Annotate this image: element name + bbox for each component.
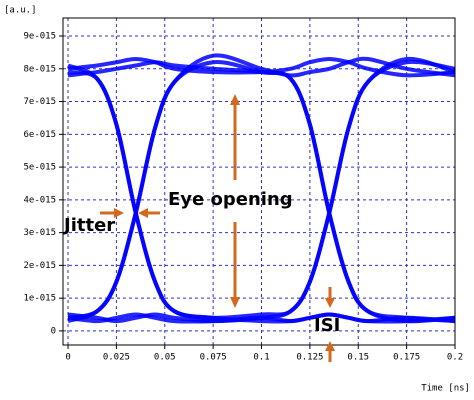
y-axis-label: [a.u.] bbox=[4, 6, 37, 16]
y-tick-label: 5e-015 bbox=[23, 163, 56, 173]
arrow-head bbox=[230, 94, 240, 105]
x-tick-label: 0.05 bbox=[154, 353, 176, 363]
y-tick-label: 6e-015 bbox=[23, 130, 56, 140]
arrow-head bbox=[138, 208, 148, 218]
annotation-eye-opening: Eye opening bbox=[168, 189, 293, 210]
x-tick-label: 0.2 bbox=[447, 353, 463, 363]
x-tick-label: 0.025 bbox=[103, 353, 130, 363]
y-tick-label: 1e-015 bbox=[23, 294, 56, 304]
annotation-isi: ISI bbox=[314, 315, 340, 336]
y-tick-label: 4e-015 bbox=[23, 195, 56, 205]
arrow-head bbox=[114, 208, 124, 218]
arrow-head bbox=[325, 298, 335, 308]
x-tick-label: 0.175 bbox=[393, 353, 420, 363]
y-tick-label: 8e-015 bbox=[23, 64, 56, 74]
y-tick-label: 7e-015 bbox=[23, 97, 56, 107]
annotations bbox=[100, 94, 335, 362]
arrow-head bbox=[325, 341, 335, 351]
x-tick-label: 0.125 bbox=[296, 353, 323, 363]
plot-area: 0 1e-015 2e-015 3e-015 4e-015 5e-015 6e-015 7e-… bbox=[23, 17, 463, 363]
y-tick-label: 0 bbox=[51, 326, 56, 336]
plot-border bbox=[62, 17, 456, 346]
x-tick-label: 0.15 bbox=[347, 353, 369, 363]
y-tick-label: 3e-015 bbox=[23, 228, 56, 238]
trace bbox=[67, 312, 456, 324]
x-tick-label: 0 bbox=[65, 353, 70, 363]
annotation-jitter: Jitter bbox=[62, 215, 115, 236]
y-tick-label: 9e-015 bbox=[23, 32, 56, 42]
trace bbox=[67, 60, 456, 324]
y-tick-label: 2e-015 bbox=[23, 261, 56, 271]
x-axis-label: Time [ns] bbox=[421, 384, 470, 394]
arrow-head bbox=[230, 297, 240, 308]
x-tick-label: 0.1 bbox=[253, 353, 269, 363]
x-tick-label: 0.075 bbox=[200, 353, 227, 363]
